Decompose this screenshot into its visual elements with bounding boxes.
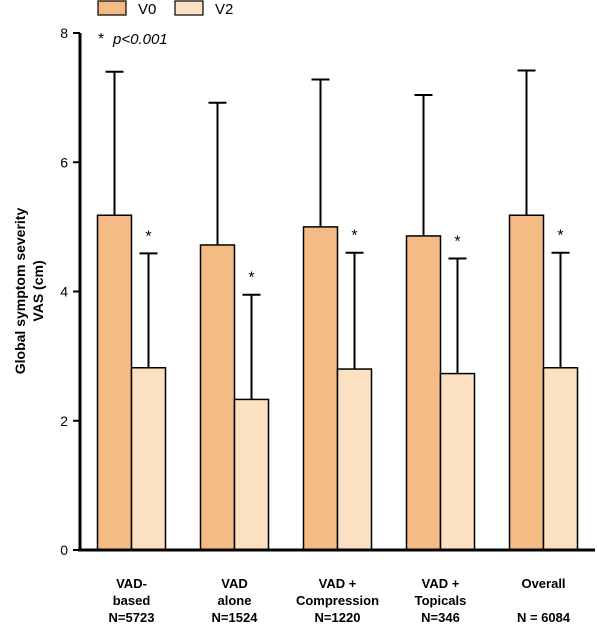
legend-swatch-v0 [97, 0, 127, 16]
bar-v2 [542, 367, 579, 551]
y-tick-label: 8 [60, 25, 68, 41]
x-tick-label: Topicals [415, 593, 467, 608]
x-tick-label: Overall [521, 576, 565, 591]
annotation-star: * [98, 31, 104, 48]
significance-marker: * [248, 270, 254, 287]
x-tick-label: N = 6084 [517, 610, 571, 625]
annotation-p-value: p<0.001 [112, 31, 168, 48]
legend-swatch-v2 [174, 0, 204, 16]
x-tick-label: Compression [296, 593, 379, 608]
y-axis-label-line: VAS (cm) [30, 260, 46, 321]
significance-marker: * [351, 228, 357, 245]
y-axis-label: Global symptom severity VAS (cm) [12, 208, 46, 375]
x-tick-label: N=1524 [212, 610, 259, 625]
significance-marker: * [454, 234, 460, 251]
x-tick-label: N=5723 [109, 610, 155, 625]
x-tick-label: N=1220 [315, 610, 361, 625]
x-tick-label: alone [218, 593, 252, 608]
y-tick-label: 6 [60, 154, 68, 170]
bar-v0 [508, 214, 545, 551]
x-tick-label: based [113, 593, 151, 608]
bar-v2 [336, 368, 373, 551]
legend-label-v0: V0 [138, 1, 156, 18]
y-tick-label: 0 [60, 542, 68, 558]
x-tick-label: VAD + [422, 576, 460, 591]
significance-marker: * [145, 228, 151, 245]
bar-v2 [439, 372, 476, 551]
significance-marker: * [557, 228, 563, 245]
bar-v2 [130, 367, 167, 551]
x-axis: VAD-based N=5723 VAD alone N=1524 VAD + Compre… [78, 548, 595, 625]
x-tick-label: VAD- [116, 576, 147, 591]
y-tick-label: 4 [60, 284, 68, 300]
bar-v2 [233, 398, 270, 551]
bar-v0 [96, 214, 133, 551]
bars: * * * * * [96, 69, 579, 551]
bar-v0 [302, 226, 339, 551]
bar-v0 [199, 244, 236, 551]
x-tick-label: N=346 [421, 610, 460, 625]
x-tick-label: VAD + [319, 576, 357, 591]
x-tick-label: VAD [221, 576, 247, 591]
y-axis-label-line: Global symptom severity [12, 208, 28, 375]
y-axis: 0 2 4 6 8 [60, 25, 82, 558]
legend: V0 V2 [97, 0, 233, 18]
y-tick-label: 2 [60, 413, 68, 429]
bar-v0 [405, 235, 442, 551]
legend-label-v2: V2 [215, 1, 233, 18]
